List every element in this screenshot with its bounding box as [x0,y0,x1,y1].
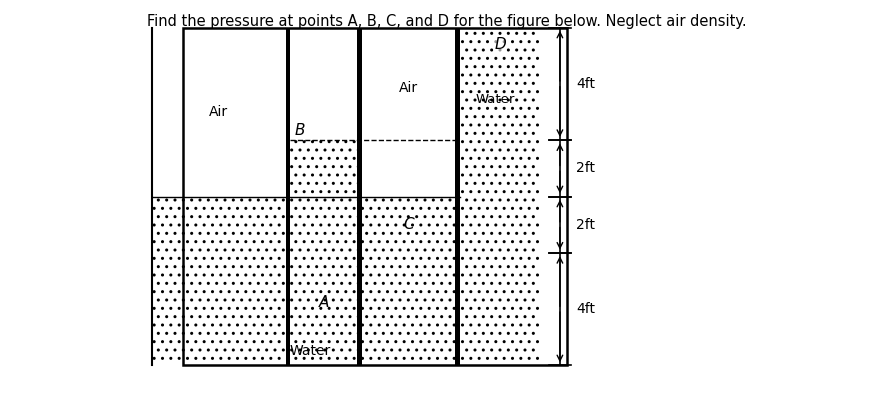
Bar [362,196,455,365]
Text: 4ft: 4ft [576,302,595,316]
Text: Water: Water [289,344,331,358]
Text: Water: Water [476,93,515,106]
Bar [152,196,183,365]
Text: Air: Air [399,81,418,95]
Bar [286,28,290,365]
Bar [362,28,455,196]
Text: Air: Air [209,105,229,119]
Bar [183,196,286,365]
Bar [460,28,540,365]
Text: C: C [404,217,413,231]
Bar [183,28,286,196]
Text: 2ft: 2ft [576,218,595,231]
Text: A: A [319,295,329,310]
Bar [183,28,567,365]
Bar [152,28,183,196]
Text: D: D [494,37,506,52]
Text: 4ft: 4ft [576,77,595,91]
Bar [455,28,460,365]
Text: B: B [295,123,305,138]
Bar [290,140,357,365]
Bar [290,28,357,140]
Bar [357,28,362,365]
Text: 2ft: 2ft [576,162,595,175]
Text: Find the pressure at points A, B, C, and D for the figure below. Neglect air den: Find the pressure at points A, B, C, and… [146,14,747,29]
